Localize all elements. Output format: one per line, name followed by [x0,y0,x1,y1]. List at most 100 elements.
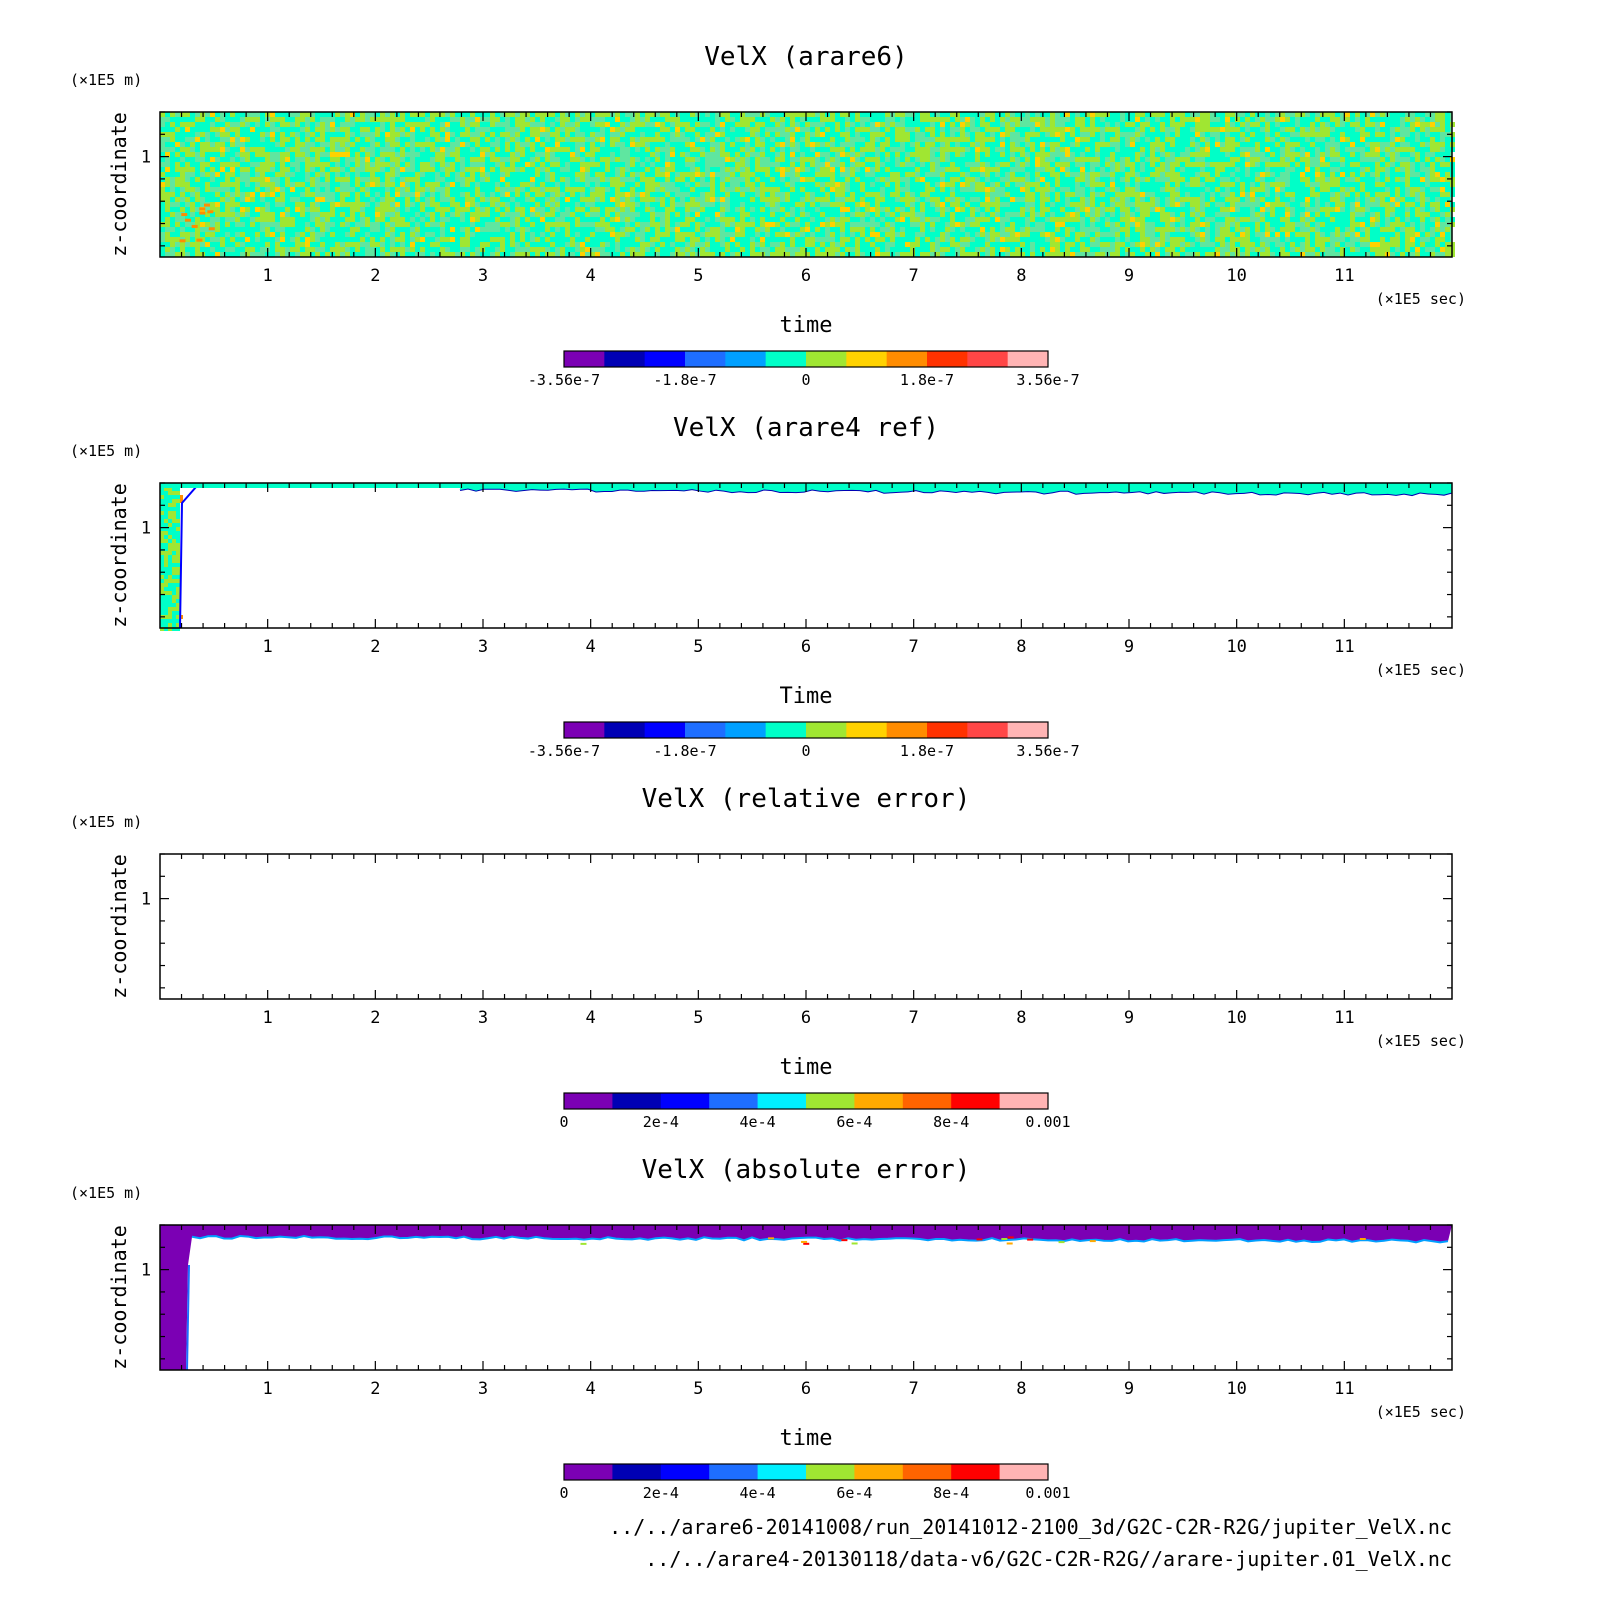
chart-panel-1: VelX (arare6) (×1E5 m) z-coordinate 1 2 3 4 5 6 7… [70,42,1466,389]
colorbar: -3.56e-7 -1.8e-7 0 1.8e-7 3.56e-7 [528,721,1080,760]
colorbar-swatch [604,722,646,738]
x-tick-label: 9 [1124,1008,1134,1028]
y-unit-label: (×1E5 m) [70,813,142,831]
colorbar-swatch [725,722,767,738]
colorbar-label: 0 [801,371,810,389]
y-tick-label: 1 [141,148,151,168]
plot-frame [159,482,1453,629]
plot-frame [159,853,1453,1000]
x-axis-label: time [780,1426,833,1451]
colorbar-swatch [757,1464,807,1480]
x-tick-label: 3 [478,637,488,657]
colorbar-swatch [902,1464,952,1480]
x-tick-label: 3 [478,1008,488,1028]
x-tick-label: 9 [1124,266,1134,286]
colorbar-swatch [644,722,686,738]
y-tick-label: 1 [141,1261,151,1281]
colorbar-swatch [685,351,726,367]
colorbar-label: 4e-4 [740,1113,776,1131]
colorbar-swatch [806,1093,855,1109]
x-tick-label: 11 [1334,1379,1354,1399]
x-tick-label: 1 [263,1008,273,1028]
colorbar-label: 6e-4 [836,1113,872,1131]
x-tick-label: 7 [909,266,919,286]
chart-panel-3: VelX (relative error) (×1E5 m) z-coordinat… [70,784,1466,1131]
colorbar-swatch [886,351,928,367]
colorbar-swatch [927,722,968,738]
colorbar: -3.56e-7 -1.8e-7 0 1.8e-7 3.56e-7 [528,350,1080,389]
x-tick-label: 4 [586,1379,596,1399]
colorbar-swatch [886,722,928,738]
x-axis-ticks: 1 2 3 4 5 6 7 8 9 10 11 [180,1225,1432,1399]
colorbar-swatch [660,1093,710,1109]
colorbar-swatch [846,722,888,738]
colorbar-label: 3.56e-7 [1016,742,1079,760]
y-unit-label: (×1E5 m) [70,71,142,89]
x-tick-label: 6 [801,266,811,286]
x-tick-label: 10 [1226,637,1246,657]
x-tick-label: 8 [1016,637,1026,657]
colorbar-swatch [757,1093,807,1109]
x-axis-label: Time [780,684,833,709]
x-axis-ticks: 1 2 3 4 5 6 7 8 9 10 11 [180,112,1432,286]
colorbar-label: 2e-4 [643,1113,679,1131]
x-unit-label: (×1E5 sec) [1376,1403,1466,1421]
x-tick-label: 6 [801,1379,811,1399]
colorbar-swatch [1007,722,1049,738]
colorbar-swatch [967,351,1009,367]
colorbar-swatch [927,351,968,367]
y-tick-label: 1 [141,519,151,539]
y-axis-ticks: 1 [141,853,1452,989]
colorbar-swatch [1007,351,1049,367]
colorbar-swatch [999,1093,1049,1109]
x-unit-label: (×1E5 sec) [1376,661,1466,679]
x-tick-label: 8 [1016,1379,1026,1399]
colorbar-swatch [685,722,726,738]
colorbar-swatch [854,1464,904,1480]
plot-frame [159,1224,1453,1371]
x-tick-label: 11 [1334,637,1354,657]
colorbar-label: -1.8e-7 [653,742,716,760]
colorbar-swatch [854,1093,904,1109]
colorbar-swatch [999,1464,1049,1480]
x-tick-label: 1 [263,266,273,286]
y-axis-label: z-coordinate [107,483,131,628]
x-tick-label: 7 [909,1008,919,1028]
colorbar-label: 4e-4 [740,1484,776,1502]
x-tick-label: 11 [1334,1008,1354,1028]
colorbar-swatch [806,722,847,738]
colorbar-swatch [846,351,888,367]
x-axis-ticks: 1 2 3 4 5 6 7 8 9 10 11 [180,854,1432,1028]
chart-title: VelX (absolute error) [642,1155,971,1185]
colorbar-label: 0 [801,742,810,760]
x-tick-label: 2 [370,1379,380,1399]
x-tick-label: 8 [1016,1008,1026,1028]
x-tick-label: 8 [1016,266,1026,286]
colorbar-label: 1.8e-7 [900,742,954,760]
colorbar-swatch [806,1464,855,1480]
colorbar-swatch [564,722,605,738]
x-tick-label: 2 [370,637,380,657]
colorbar-swatch [660,1464,710,1480]
y-axis-ticks: 1 [141,111,1452,247]
colorbar-label: 1.8e-7 [900,371,954,389]
x-tick-label: 3 [478,1379,488,1399]
colorbar-label: 3.56e-7 [1016,371,1079,389]
colorbar-swatch [612,1464,662,1480]
x-tick-label: 4 [586,1008,596,1028]
chart-title: VelX (arare4 ref) [673,413,939,443]
y-tick-label: 1 [141,890,151,910]
colorbar-swatch [725,351,767,367]
x-tick-label: 10 [1226,1008,1246,1028]
colorbar-label: 0 [559,1113,568,1131]
colorbar-swatch [604,351,646,367]
colorbar: 0 2e-4 4e-4 6e-4 8e-4 0.001 [559,1092,1071,1131]
x-tick-label: 7 [909,1379,919,1399]
colorbar-label: 2e-4 [643,1484,679,1502]
x-tick-label: 9 [1124,637,1134,657]
colorbar-label: -3.56e-7 [528,742,600,760]
y-axis-label: z-coordinate [107,1225,131,1370]
x-tick-label: 4 [586,637,596,657]
colorbar-swatch [806,351,847,367]
